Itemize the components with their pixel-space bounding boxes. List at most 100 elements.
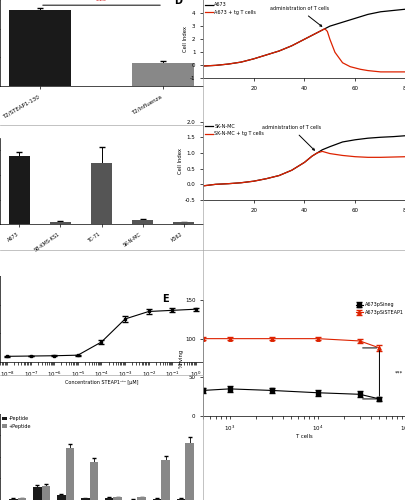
SK-N-MC + tg T cells — [309, 153, 314, 159]
Bar — [50, 222, 70, 224]
SK-N-MC — [319, 147, 324, 153]
SK-N-MC — [377, 134, 382, 140]
A673 — [289, 43, 294, 49]
Y-axis label: %living: %living — [178, 348, 183, 368]
Bar — [9, 10, 70, 86]
Text: E: E — [162, 294, 168, 304]
Text: ***: *** — [394, 371, 402, 376]
A673 + tg T cells — [347, 64, 352, 70]
A673 — [225, 61, 230, 67]
SK-N-MC — [403, 132, 405, 138]
A673 + tg T cells — [276, 48, 281, 54]
Bar — [113, 498, 121, 500]
SK-N-MC + tg T cells — [263, 176, 268, 182]
Bar — [41, 486, 50, 500]
A673 + tg T cells — [238, 59, 243, 65]
A673 — [263, 52, 268, 58]
Bar — [91, 162, 111, 224]
A673 — [276, 48, 281, 54]
Text: ***: *** — [96, 0, 107, 4]
Legend: -Peptide, +Peptide: -Peptide, +Peptide — [2, 416, 31, 428]
SK-N-MC + tg T cells — [319, 148, 324, 154]
A673 + tg T cells — [263, 52, 268, 58]
A673 + tg T cells — [200, 63, 205, 69]
Bar — [33, 487, 41, 500]
SK-N-MC — [200, 183, 205, 189]
A673 — [314, 30, 319, 36]
Bar — [9, 499, 17, 500]
SK-N-MC + tg T cells — [213, 182, 217, 188]
X-axis label: Concentration STEAP1¹³⁰ [µM]: Concentration STEAP1¹³⁰ [µM] — [64, 380, 138, 386]
SK-N-MC — [326, 144, 331, 150]
SK-N-MC + tg T cells — [403, 154, 405, 160]
Legend: SK-N-MC, SK-N-MC + tg T cells: SK-N-MC, SK-N-MC + tg T cells — [205, 124, 263, 136]
A673 + tg T cells — [390, 69, 395, 75]
Bar — [132, 63, 193, 86]
A673 + tg T cells — [324, 28, 329, 34]
SK-N-MC + tg T cells — [352, 154, 357, 160]
Bar — [137, 498, 145, 500]
A673 — [322, 26, 326, 32]
SK-N-MC + tg T cells — [339, 152, 344, 158]
A673 — [301, 36, 306, 42]
A673 — [403, 6, 405, 12]
SK-N-MC — [263, 176, 268, 182]
Line: SK-N-MC + tg T cells: SK-N-MC + tg T cells — [202, 152, 405, 186]
SK-N-MC — [251, 178, 256, 184]
SK-N-MC — [289, 167, 294, 173]
Bar — [105, 498, 113, 500]
A673 + tg T cells — [322, 26, 326, 32]
A673 + tg T cells — [301, 36, 306, 42]
A673 — [238, 59, 243, 65]
SK-N-MC + tg T cells — [251, 178, 256, 184]
Legend: A673pSineg, A673pSiSTEAP1: A673pSineg, A673pSiSTEAP1 — [355, 302, 403, 315]
Bar — [89, 462, 98, 500]
A673 + tg T cells — [251, 56, 256, 62]
Bar — [161, 460, 169, 500]
Bar — [17, 498, 26, 500]
Legend: A673, A673 + tg T cells: A673, A673 + tg T cells — [205, 2, 256, 15]
SK-N-MC — [309, 153, 314, 159]
SK-N-MC — [352, 137, 357, 143]
A673 — [364, 12, 369, 18]
SK-N-MC + tg T cells — [200, 183, 205, 189]
SK-N-MC + tg T cells — [314, 150, 319, 156]
A673 + tg T cells — [357, 66, 362, 72]
Line: SK-N-MC: SK-N-MC — [202, 136, 405, 186]
Bar — [81, 498, 89, 500]
X-axis label: T cells: T cells — [295, 434, 312, 440]
A673 + tg T cells — [326, 36, 331, 42]
SK-N-MC + tg T cells — [377, 154, 382, 160]
SK-N-MC + tg T cells — [238, 180, 243, 186]
Text: administration of T cells: administration of T cells — [269, 6, 328, 26]
SK-N-MC — [213, 182, 217, 188]
A673 — [251, 56, 256, 62]
A673 + tg T cells — [314, 30, 319, 36]
SK-N-MC + tg T cells — [390, 154, 395, 160]
A673 — [352, 16, 357, 22]
Line: A673: A673 — [202, 9, 405, 66]
Bar — [65, 448, 74, 500]
SK-N-MC + tg T cells — [289, 167, 294, 173]
A673 — [377, 9, 382, 15]
Bar — [9, 156, 30, 224]
A673 — [339, 19, 344, 25]
A673 + tg T cells — [364, 68, 369, 73]
SK-N-MC + tg T cells — [326, 150, 331, 156]
A673 — [390, 8, 395, 14]
A673 + tg T cells — [225, 61, 230, 67]
Line: A673 + tg T cells: A673 + tg T cells — [202, 29, 405, 72]
SK-N-MC — [276, 172, 281, 178]
Bar — [185, 443, 193, 500]
SK-N-MC — [364, 135, 369, 141]
A673 + tg T cells — [377, 69, 382, 75]
Bar — [173, 222, 193, 224]
SK-N-MC + tg T cells — [276, 172, 281, 178]
SK-N-MC — [314, 150, 319, 156]
Text: D: D — [174, 0, 182, 6]
SK-N-MC + tg T cells — [225, 180, 230, 186]
A673 + tg T cells — [403, 69, 405, 75]
A673 + tg T cells — [332, 50, 337, 56]
A673 + tg T cells — [289, 43, 294, 49]
SK-N-MC — [390, 134, 395, 140]
